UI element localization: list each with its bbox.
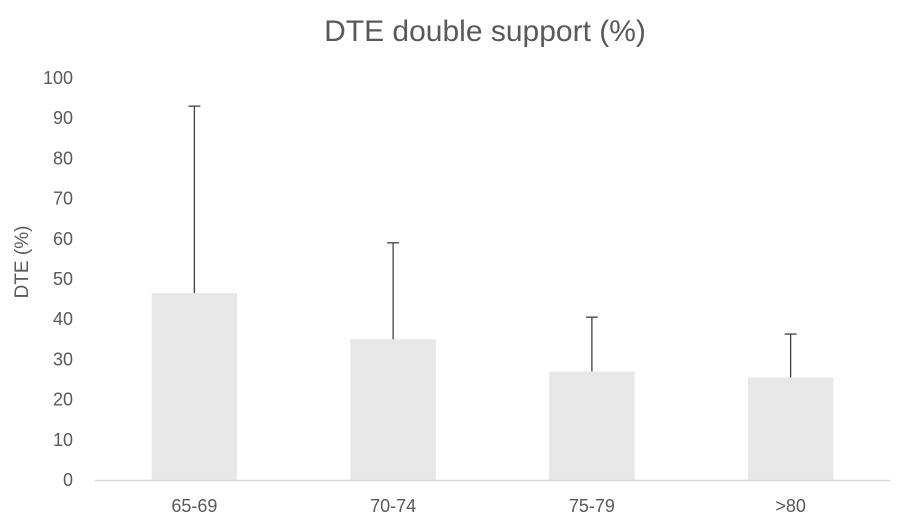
error-bars-group [188,105,797,378]
y-tick-label: 40 [53,309,73,329]
bar-0 [151,293,238,480]
bar-2 [549,371,635,480]
y-tick-label: 10 [53,430,73,450]
x-tick-label: 65-69 [171,496,217,516]
y-tick-label: 100 [43,68,73,88]
y-tick-label: 60 [53,229,73,249]
y-tick-label: 0 [63,470,73,490]
y-tick-label: 80 [53,148,73,168]
y-axis-label: DTE (%) [12,226,33,299]
y-tick-label: 70 [53,189,73,209]
y-tick-label: 90 [53,108,73,128]
x-tick-label: 75-79 [569,496,615,516]
bar-3 [747,377,834,480]
x-axis-ticks: 65-69 70-74 75-79 >80 [171,496,806,516]
y-axis-ticks: 0 10 20 30 40 50 60 70 80 90 100 [43,68,73,490]
x-tick-label: 70-74 [370,496,416,516]
y-tick-label: 20 [53,390,73,410]
y-tick-label: 50 [53,269,73,289]
bar-1 [350,339,436,480]
y-tick-label: 30 [53,349,73,369]
x-tick-label: >80 [775,496,806,516]
chart-title: DTE double support (%) [324,15,646,48]
bars-group [151,293,834,480]
